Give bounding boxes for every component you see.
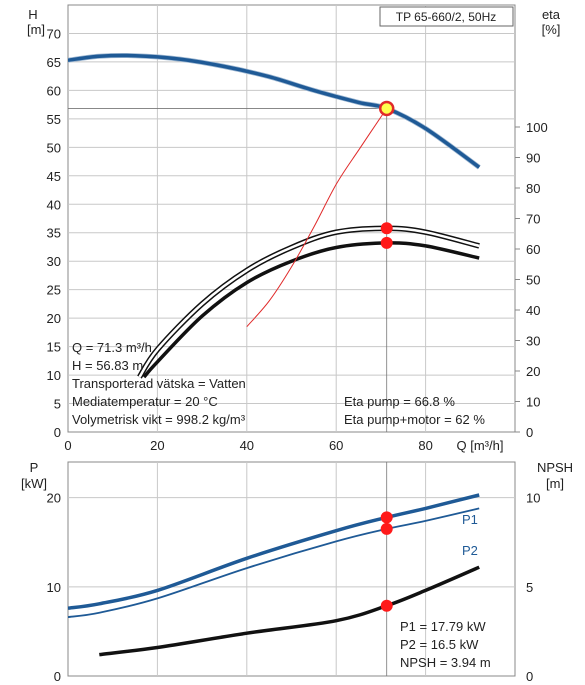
tick-label-h: 60 (47, 83, 61, 98)
power-info-block: P1 = 17.79 kW P2 = 16.5 kW NPSH = 3.94 m (400, 619, 491, 670)
tick-label-h: 10 (47, 368, 61, 383)
eta-pump-motor-curve (142, 241, 480, 379)
tick-label-npsh: 5 (526, 580, 533, 595)
tick-label-q: 0 (64, 438, 71, 453)
tick-label-eta: 90 (526, 151, 540, 166)
bottom-series-group (68, 462, 480, 676)
title-box (379, 6, 514, 27)
tick-label-h: 45 (47, 169, 61, 184)
tick-label-eta: 60 (526, 242, 540, 257)
info-line-density: Volymetrisk vikt = 998.2 kg/m³ (72, 412, 246, 427)
tick-label-h: 25 (47, 283, 61, 298)
chart-title: TP 65-660/2, 50Hz (396, 10, 497, 24)
bottom-right-axis-title-2: [m] (546, 476, 564, 491)
tick-label-eta: 40 (526, 303, 540, 318)
tick-label-h: 20 (47, 311, 61, 326)
info-line-p2: P2 = 16.5 kW (400, 637, 479, 652)
npsh-curve (99, 565, 480, 657)
eta-pump-marker (380, 222, 393, 235)
tick-label-eta: 0 (526, 425, 533, 440)
eta-block: Eta pump = 66.8 % Eta pump+motor = 62 % (344, 394, 485, 427)
info-line-npsh: NPSH = 3.94 m (400, 655, 491, 670)
tick-label-p: 0 (54, 669, 61, 684)
info-line-h: H = 56.83 m (72, 358, 143, 373)
tick-label-eta: 80 (526, 181, 540, 196)
tick-labels: 0510152025303540455055606570010203040506… (47, 26, 548, 684)
info-block: Q = 71.3 m³/h H = 56.83 m Transporterad … (72, 340, 246, 427)
tick-label-eta: 20 (526, 364, 540, 379)
operating-point-marker (378, 100, 395, 117)
tick-label-h: 35 (47, 226, 61, 241)
bottom-grid (68, 462, 515, 676)
npsh-marker (380, 599, 393, 612)
tick-label-q: 40 (240, 438, 254, 453)
tick-label-eta: 70 (526, 212, 540, 227)
p1-curve (68, 493, 480, 610)
tick-label-eta: 50 (526, 273, 540, 288)
p2-curve (68, 507, 480, 618)
top-right-axis-title-2: [%] (542, 22, 561, 37)
bottom-right-axis-title-1: NPSH (537, 460, 573, 475)
tick-label-eta: 100 (526, 120, 548, 135)
tick-label-h: 40 (47, 197, 61, 212)
tick-label-h: 70 (47, 26, 61, 41)
tick-label-eta: 10 (526, 395, 540, 410)
series-label-p2: P2 (462, 543, 478, 558)
info-line-temperature: Mediatemperatur = 20 °C (72, 394, 218, 409)
tick-label-q: 60 (329, 438, 343, 453)
info-line-liquid: Transporterad vätska = Vatten (72, 376, 246, 391)
head-curve (68, 53, 481, 169)
tick-label-p: 20 (47, 491, 61, 506)
p1-marker (380, 511, 393, 524)
p2-marker (380, 522, 393, 535)
bottom-left-axis-title-2: [kW] (21, 476, 47, 491)
system-curve (246, 108, 388, 328)
eta-pump-motor-marker (380, 236, 393, 249)
tick-label-q: 80 (418, 438, 432, 453)
tick-label-h: 55 (47, 112, 61, 127)
top-right-axis-title-1: eta (542, 7, 561, 22)
tick-label-h: 5 (54, 397, 61, 412)
eta-pump-line: Eta pump = 66.8 % (344, 394, 455, 409)
tick-label-h: 15 (47, 340, 61, 355)
tick-label-eta: 30 (526, 334, 540, 349)
top-left-axis-title-2: [m] (27, 22, 45, 37)
tick-label-npsh: 10 (526, 491, 540, 506)
tick-label-npsh: 0 (526, 669, 533, 684)
x-axis-title: Q [m³/h] (457, 438, 504, 453)
bottom-left-axis-title-1: P (30, 460, 39, 475)
info-line-q: Q = 71.3 m³/h (72, 340, 152, 355)
eta-pump-motor-line: Eta pump+motor = 62 % (344, 412, 485, 427)
info-line-p1: P1 = 17.79 kW (400, 619, 486, 634)
tick-label-q: 20 (150, 438, 164, 453)
top-series-group (68, 52, 481, 432)
markers-group (378, 100, 395, 612)
tick-label-h: 30 (47, 254, 61, 269)
tick-label-h: 65 (47, 55, 61, 70)
series-label-p1: P1 (462, 512, 478, 527)
tick-label-h: 0 (54, 425, 61, 440)
eta-pump-curve-inner (138, 227, 480, 378)
top-plot-frame (67, 4, 516, 433)
tick-label-h: 50 (47, 140, 61, 155)
tick-label-p: 10 (47, 580, 61, 595)
top-left-axis-title-1: H (28, 7, 37, 22)
